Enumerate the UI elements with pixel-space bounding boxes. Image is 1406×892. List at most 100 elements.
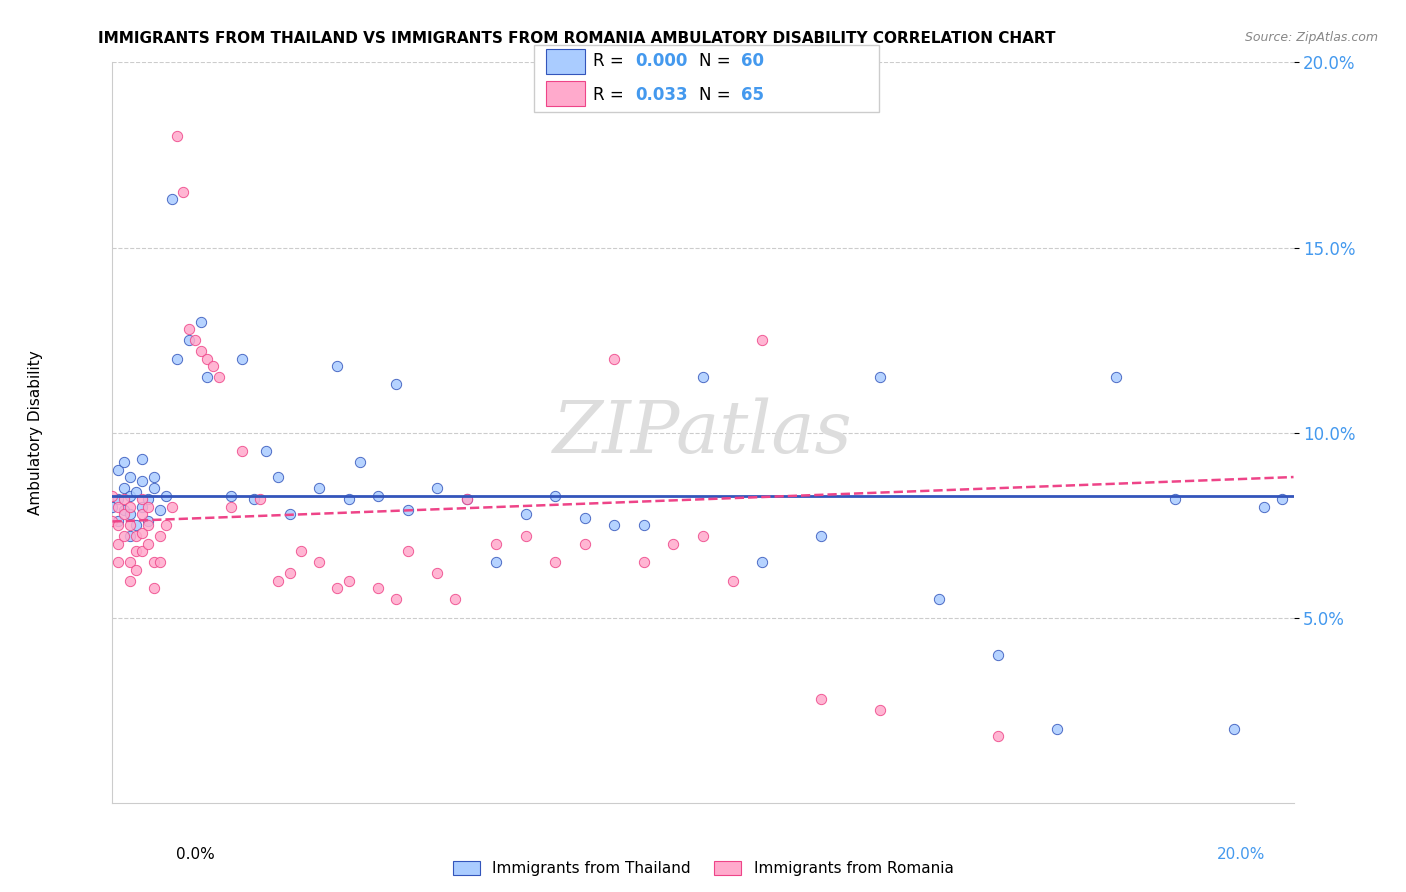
Point xyxy=(107,515,129,529)
Point xyxy=(367,489,389,503)
Point xyxy=(142,581,165,595)
Point xyxy=(120,489,142,503)
Point xyxy=(125,484,148,499)
Point xyxy=(107,536,129,550)
Text: 60: 60 xyxy=(741,53,763,70)
Point xyxy=(810,692,832,706)
Point xyxy=(120,507,142,521)
Point xyxy=(633,555,655,569)
Point xyxy=(155,518,177,533)
Text: 0.000: 0.000 xyxy=(636,53,688,70)
Point xyxy=(544,555,567,569)
Point xyxy=(120,500,142,514)
Point xyxy=(112,503,135,517)
Point xyxy=(544,489,567,503)
Point xyxy=(426,481,449,495)
Point xyxy=(751,555,773,569)
Point xyxy=(120,574,142,588)
Point xyxy=(987,729,1010,743)
Point xyxy=(160,193,183,207)
Point xyxy=(1223,722,1246,736)
Point xyxy=(136,518,159,533)
Point xyxy=(692,529,714,543)
Point xyxy=(254,444,277,458)
Point xyxy=(278,566,301,581)
Point xyxy=(515,507,537,521)
Text: Source: ZipAtlas.com: Source: ZipAtlas.com xyxy=(1244,31,1378,45)
Text: 20.0%: 20.0% xyxy=(1218,847,1265,862)
Point xyxy=(1164,492,1187,507)
Point xyxy=(107,555,129,569)
Point xyxy=(155,489,177,503)
Point xyxy=(179,322,201,336)
Point xyxy=(633,518,655,533)
Point xyxy=(131,474,153,488)
Point xyxy=(131,544,153,558)
Legend: Immigrants from Thailand, Immigrants from Romania: Immigrants from Thailand, Immigrants fro… xyxy=(444,854,962,884)
Point xyxy=(1105,370,1128,384)
Point xyxy=(308,481,330,495)
Text: 0.0%: 0.0% xyxy=(176,847,215,862)
Point xyxy=(485,536,508,550)
Point xyxy=(249,492,271,507)
Point xyxy=(574,510,596,524)
Point xyxy=(190,344,212,359)
Point xyxy=(603,518,626,533)
Point xyxy=(107,500,129,514)
Point xyxy=(396,503,419,517)
Point xyxy=(485,555,508,569)
Point xyxy=(928,592,950,607)
Point xyxy=(396,544,419,558)
Point xyxy=(166,129,188,144)
Text: R =: R = xyxy=(593,86,630,103)
Text: N =: N = xyxy=(699,86,735,103)
Point xyxy=(136,492,159,507)
Point xyxy=(149,503,172,517)
Point xyxy=(125,529,148,543)
Point xyxy=(1046,722,1069,736)
Point xyxy=(131,500,153,514)
Point xyxy=(131,451,153,466)
Point xyxy=(721,574,744,588)
Point xyxy=(101,489,124,503)
Point xyxy=(136,515,159,529)
Point xyxy=(987,648,1010,662)
Point xyxy=(112,455,135,469)
Point xyxy=(125,563,148,577)
Point xyxy=(142,481,165,495)
Point xyxy=(1271,492,1294,507)
Point xyxy=(190,314,212,328)
Point xyxy=(112,529,135,543)
Point xyxy=(195,370,218,384)
Y-axis label: Ambulatory Disability: Ambulatory Disability xyxy=(28,351,44,515)
Point xyxy=(243,492,266,507)
Point xyxy=(231,444,253,458)
Point xyxy=(385,377,408,392)
Point xyxy=(326,581,349,595)
Text: R =: R = xyxy=(593,53,630,70)
Point xyxy=(131,525,153,540)
Point xyxy=(444,592,467,607)
Point xyxy=(120,555,142,569)
Point xyxy=(869,703,891,717)
Point xyxy=(308,555,330,569)
Point xyxy=(662,536,685,550)
Text: 0.033: 0.033 xyxy=(636,86,688,103)
Point xyxy=(136,536,159,550)
Point xyxy=(290,544,312,558)
Point xyxy=(172,185,194,199)
Point xyxy=(337,574,360,588)
Point xyxy=(120,518,142,533)
Point xyxy=(219,500,242,514)
Point xyxy=(160,500,183,514)
Point xyxy=(120,470,142,484)
Point xyxy=(107,518,129,533)
Text: N =: N = xyxy=(699,53,735,70)
Text: 65: 65 xyxy=(741,86,763,103)
Point xyxy=(195,351,218,366)
Text: ZIPatlas: ZIPatlas xyxy=(553,397,853,468)
Point xyxy=(142,470,165,484)
Point xyxy=(201,359,224,373)
Point xyxy=(337,492,360,507)
Point xyxy=(810,529,832,543)
